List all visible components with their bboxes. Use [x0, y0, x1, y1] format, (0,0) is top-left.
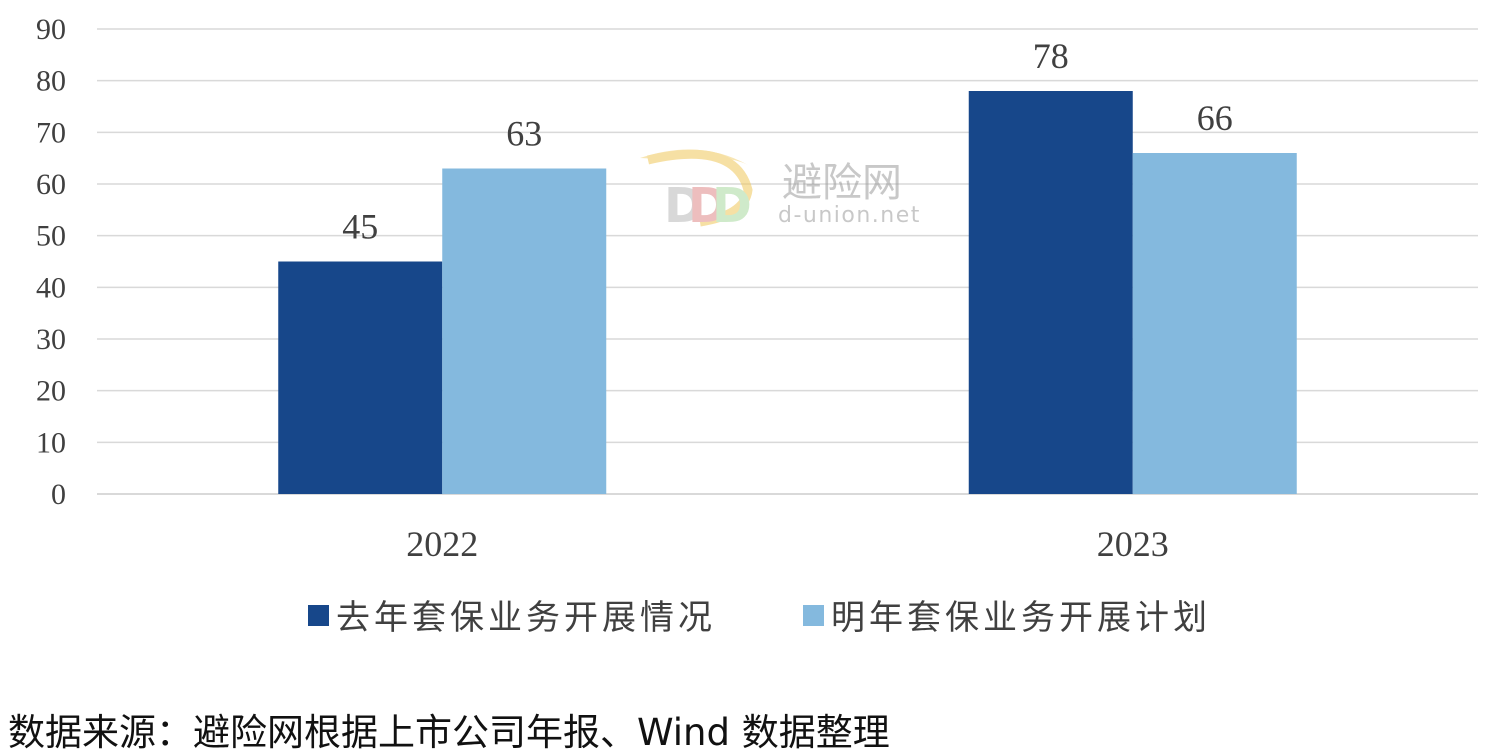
y-tick-label: 30	[36, 323, 66, 356]
bar-2023-series-0	[968, 91, 1133, 494]
watermark-arc-icon	[646, 149, 753, 227]
watermark-logo: D D D 避险网 d-union.net	[640, 149, 921, 234]
y-tick-label: 50	[36, 220, 66, 253]
y-tick-label: 10	[36, 426, 66, 459]
watermark-brand: 避险网	[782, 160, 902, 206]
legend-label-last-year: 去年套保业务开展情况	[336, 598, 716, 638]
data-label: 45	[342, 207, 378, 247]
legend-swatch-next-year	[803, 605, 824, 626]
legend: 去年套保业务开展情况 明年套保业务开展计划	[308, 598, 1211, 638]
y-tick-label: 20	[36, 375, 66, 408]
x-axis-category-labels: 2022 2023	[406, 524, 1169, 564]
bar-2022-series-1	[442, 168, 607, 494]
data-label: 78	[1033, 36, 1069, 76]
y-tick-label: 40	[36, 271, 66, 304]
y-tick-label: 60	[36, 168, 66, 201]
y-tick-label: 70	[36, 116, 66, 149]
data-label: 63	[506, 114, 542, 154]
source-note: 数据来源：避险网根据上市公司年报、Wind 数据整理	[8, 711, 890, 754]
watermark-domain: d-union.net	[778, 203, 921, 228]
x-category-label: 2022	[406, 524, 478, 564]
bar-2022-series-0	[278, 261, 443, 494]
x-category-label: 2023	[1097, 524, 1169, 564]
data-label: 66	[1197, 98, 1233, 138]
y-tick-label: 80	[36, 65, 66, 98]
watermark-d-letter-3: D	[712, 178, 752, 234]
y-tick-label: 0	[51, 478, 66, 511]
y-axis-tick-labels: 0 10 20 30 40 50 60 70 80 90	[36, 13, 66, 511]
watermark-d-letter-2: D	[688, 178, 728, 234]
data-labels: 45 63 78 66	[342, 36, 1233, 247]
y-tick-label: 90	[36, 13, 66, 46]
legend-swatch-last-year	[308, 605, 329, 626]
watermark-d-letter-1: D	[664, 178, 704, 234]
legend-label-next-year: 明年套保业务开展计划	[831, 598, 1211, 638]
bar-2023-series-1	[1132, 153, 1297, 494]
bars	[278, 91, 1297, 494]
